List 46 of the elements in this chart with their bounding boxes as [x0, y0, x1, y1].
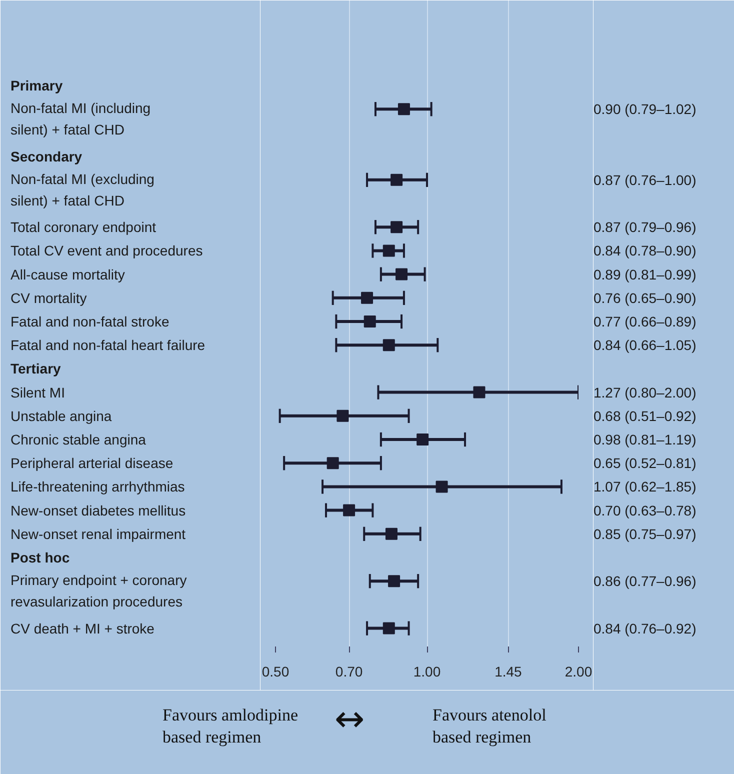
y-tick-label: Life-threatening arrhythmias [10, 478, 185, 495]
data-label: 0.87 (0.79–0.96) [594, 219, 696, 236]
data-label: 1.07 (0.62–1.85) [594, 478, 696, 495]
data-label: 0.89 (0.81–0.99) [594, 266, 696, 282]
data-label: 0.68 (0.51–0.92) [594, 408, 696, 424]
y-tick-label: All-cause mortality [10, 266, 125, 282]
data-label: 0.90 (0.79–1.02) [594, 101, 696, 118]
x-tick-label: 0.50 [262, 664, 290, 680]
text: Favours atenolol based regimen [432, 706, 547, 746]
data-label: 0.87 (0.76–1.00) [594, 172, 696, 188]
y-tick-label: Chronic stable angina [10, 432, 146, 448]
y-tick-label: Non-fatal MI (including silent) + fatal CHD [10, 100, 151, 138]
text: Favours amlodipine based regimen [162, 706, 298, 746]
y-tick-label: Primary endpoint + coronary revasularization procedures [10, 572, 187, 610]
y-tick-label: Non-fatal MI (excluding silent) + fatal CHD [10, 170, 154, 208]
data-label: 0.84 (0.66–1.05) [594, 337, 696, 354]
data-label: 0.85 (0.75–0.97) [594, 526, 696, 542]
x-tick-label: 0.70 [335, 664, 363, 680]
data-label: 0.84 (0.78–0.90) [594, 242, 696, 259]
y-tick-label: Silent MI [10, 384, 65, 400]
y-tick-label: Unstable angina [10, 408, 112, 424]
y-tick-label: New-onset renal impairment [10, 526, 186, 542]
text: ↔ [334, 698, 365, 740]
data-label: 0.86 (0.77–0.96) [594, 573, 696, 590]
x-tick-label: 1.00 [413, 664, 441, 680]
data-label: 1.27 (0.80–2.00) [594, 384, 696, 400]
y-tick-label: Post hoc [10, 550, 70, 566]
y-tick-label: Secondary [10, 148, 82, 164]
y-tick-label: CV mortality [10, 290, 87, 306]
x-tick-label: 1.45 [494, 664, 522, 680]
y-tick-label: CV death + MI + stroke [10, 620, 155, 636]
y-tick-label: Tertiary [10, 360, 62, 377]
y-tick-label: Peripheral arterial disease [10, 455, 174, 472]
data-label: 0.65 (0.52–0.81) [594, 455, 696, 472]
y-tick-label: Total coronary endpoint [10, 219, 156, 236]
y-tick-label: Primary [10, 78, 63, 94]
data-label: 0.77 (0.66–0.89) [594, 314, 696, 330]
y-tick-label: Total CV event and procedures [10, 242, 203, 259]
y-tick-label: Fatal and non-fatal stroke [10, 314, 170, 330]
data-label: 0.76 (0.65–0.90) [594, 290, 696, 306]
data-label: 0.98 (0.81–1.19) [594, 432, 696, 448]
x-tick-label: 2.00 [564, 664, 592, 680]
y-tick-label: New-onset diabetes mellitus [10, 502, 186, 518]
data-label: 0.84 (0.76–0.92) [594, 620, 696, 636]
data-label: 0.70 (0.63–0.78) [594, 502, 696, 518]
y-tick-label: Fatal and non-fatal heart failure [10, 337, 206, 354]
